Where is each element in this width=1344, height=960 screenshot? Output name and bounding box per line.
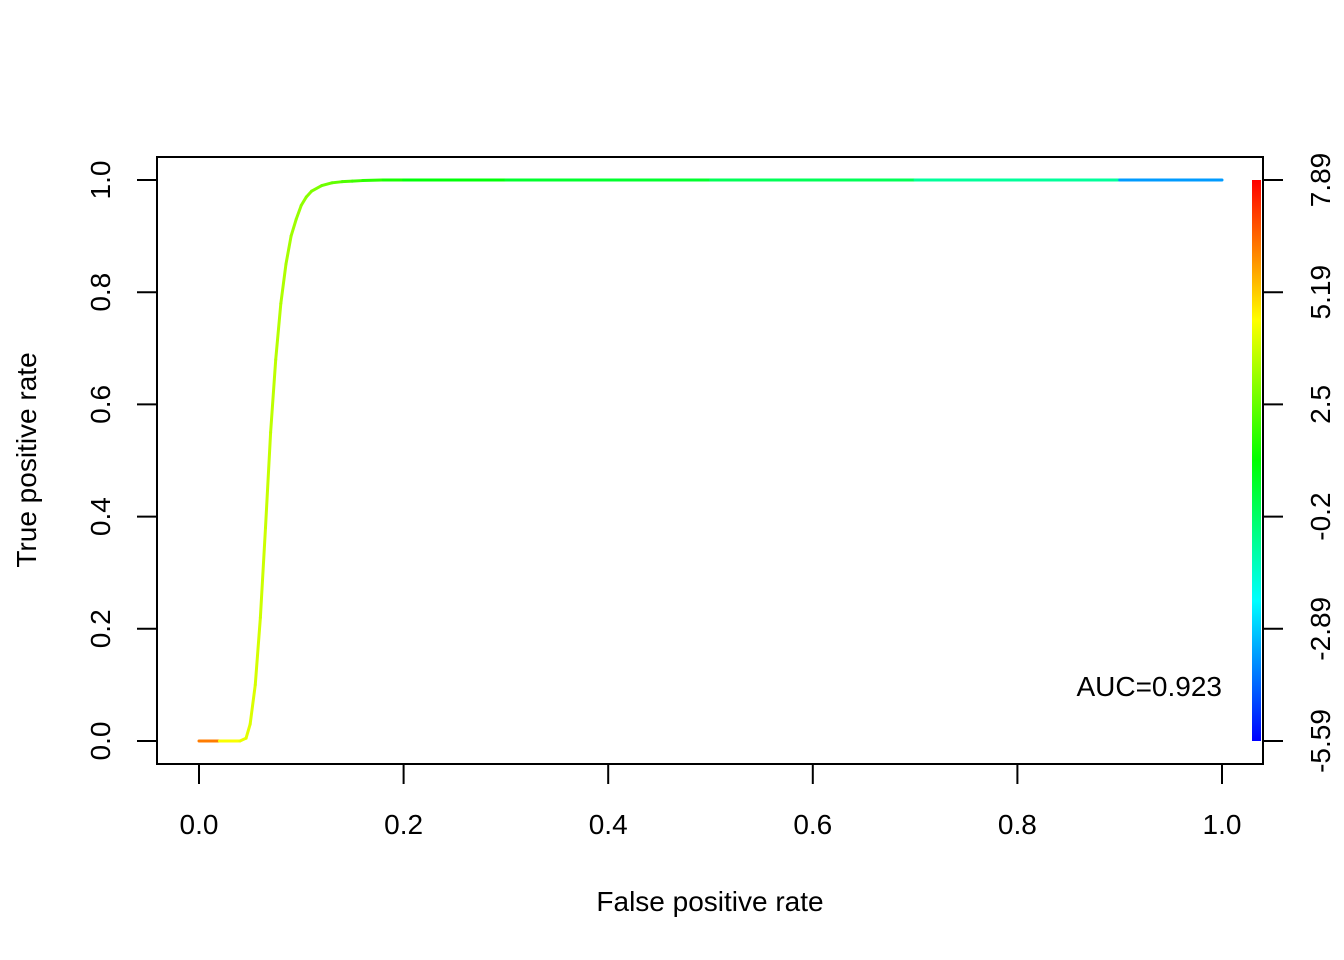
roc-curve: [197, 178, 1224, 743]
roc-curve-segment: [299, 195, 308, 207]
y-tick-label: 0.0: [85, 722, 116, 761]
colorbar-tick-label: 2.5: [1305, 385, 1336, 424]
x-tick-label: 0.6: [793, 809, 832, 840]
x-tick-label: 1.0: [1203, 809, 1242, 840]
y-tick-label: 0.2: [85, 609, 116, 648]
roc-curve-segment: [274, 301, 283, 362]
colorbar-tick-label: -2.89: [1305, 597, 1336, 661]
roc-curve-segment: [330, 180, 344, 185]
colorbar: -5.59 -2.89 -0.2 2.5 5.19 7.89: [1252, 153, 1336, 773]
y-axis: 0.0 0.2 0.4 0.6 0.8 1.0: [85, 161, 157, 761]
roc-curve-segment: [284, 234, 293, 266]
x-tick-label: 0.8: [998, 809, 1037, 840]
roc-curve-segment: [294, 203, 303, 221]
colorbar-tick-label: -5.59: [1305, 709, 1336, 773]
roc-curve-segment: [263, 430, 273, 530]
roc-curve-segment: [244, 722, 252, 740]
y-axis-label: True positive rate: [11, 352, 42, 567]
roc-curve-segment: [350, 179, 365, 183]
y-tick-label: 0.6: [85, 385, 116, 424]
colorbar-tick-label: -0.2: [1305, 492, 1336, 540]
x-axis-label: False positive rate: [596, 886, 823, 917]
auc-annotation: AUC=0.923: [1076, 671, 1222, 702]
y-tick-label: 1.0: [85, 161, 116, 200]
roc-curve-segment: [248, 683, 257, 726]
roc-curve-segment: [340, 179, 354, 184]
y-tick-label: 0.8: [85, 273, 116, 312]
roc-curve-segment: [258, 526, 267, 620]
colorbar-tick-label: 7.89: [1305, 153, 1336, 208]
roc-curve-segment: [361, 178, 385, 183]
roc-curve-segment: [279, 262, 288, 305]
x-tick-label: 0.2: [384, 809, 423, 840]
colorbar-gradient: [1252, 180, 1261, 741]
plot-frame: [156, 156, 1264, 765]
x-tick-label: 0.0: [180, 809, 219, 840]
y-tick-label: 0.4: [85, 497, 116, 536]
x-tick-label: 0.4: [589, 809, 628, 840]
roc-curve-segment: [320, 181, 334, 188]
roc-curve-segment: [253, 616, 262, 687]
roc-curve-segment: [269, 358, 278, 434]
roc-curve-segment: [310, 184, 324, 193]
colorbar-tick-label: 5.19: [1305, 265, 1336, 320]
x-axis: 0.0 0.2 0.4 0.6 0.8 1.0: [180, 764, 1242, 840]
roc-curve-segment: [289, 217, 298, 238]
